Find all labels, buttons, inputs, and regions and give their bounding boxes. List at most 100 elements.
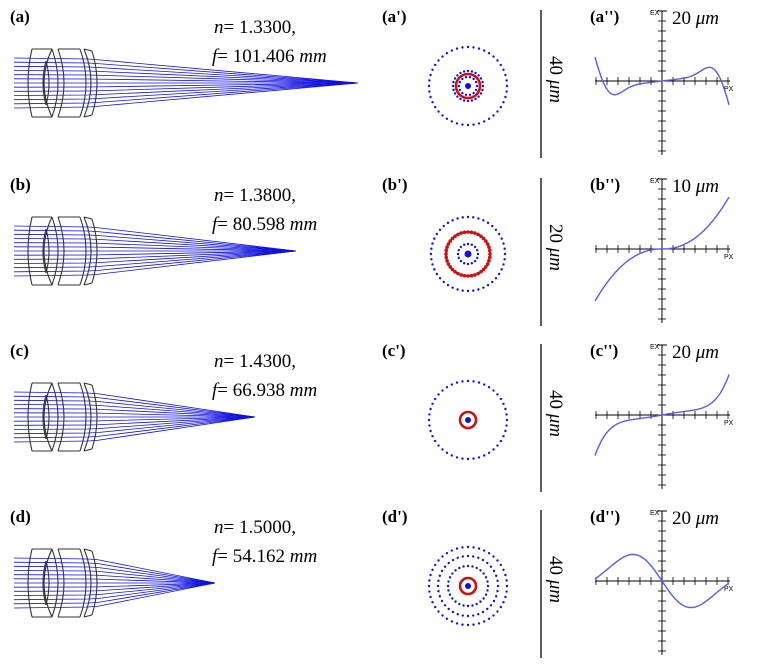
spot-dot	[475, 602, 478, 606]
spot-dot	[502, 601, 505, 604]
ray	[13, 582, 216, 592]
ray-aberration-plot: (a'') EX PX 20 μm	[590, 7, 734, 155]
spot-dot	[457, 256, 460, 260]
spot-dot	[482, 286, 485, 289]
spot-dot	[491, 224, 494, 228]
ray	[13, 57, 359, 84]
spot-dot	[496, 584, 500, 588]
lens-element	[79, 548, 87, 618]
aberration-scale-value: 10	[672, 176, 696, 197]
ray	[13, 250, 297, 260]
aberration-panel-label: (d'')	[590, 507, 620, 526]
spot-dot	[461, 123, 464, 126]
spot-dot	[492, 599, 496, 603]
spot-dot	[500, 237, 503, 240]
spot-dot	[468, 76, 472, 79]
spot-dot	[477, 622, 481, 625]
red-spot-ring	[458, 410, 478, 430]
scale-unit: μm	[545, 579, 566, 603]
spot-panel-label: (c')	[382, 341, 406, 360]
ray	[13, 570, 216, 584]
spot-dot	[505, 584, 509, 588]
ray	[13, 78, 359, 84]
spot-dot	[462, 243, 466, 246]
spot-dot	[466, 564, 470, 568]
ray-bundle	[13, 225, 297, 277]
ray	[13, 391, 256, 418]
lens-element	[79, 216, 87, 286]
spot-dot	[473, 245, 477, 249]
spot-dot	[466, 215, 470, 219]
spot-dot	[433, 105, 437, 109]
spot-dot	[462, 565, 465, 568]
lens-element	[83, 48, 92, 118]
ray	[13, 404, 256, 418]
spot-dot	[491, 280, 494, 284]
lens-system	[13, 216, 297, 286]
lens-element	[43, 216, 53, 286]
x-axis-label: PX	[724, 86, 734, 93]
spot-dot	[505, 84, 509, 88]
lens-element	[51, 48, 59, 118]
ray	[13, 70, 359, 84]
focal-length-text: f= 80.598 mm	[212, 214, 317, 235]
aberration-scale-unit: μm	[695, 176, 719, 197]
spot-dot	[433, 237, 436, 240]
spot-dot	[461, 289, 464, 292]
f-unit: mm	[299, 46, 326, 67]
spot-dot	[442, 280, 445, 284]
spot-diagram	[427, 545, 509, 627]
spot-panel-label: (b')	[382, 175, 408, 194]
lens-element	[27, 216, 33, 286]
spot-dot	[472, 77, 475, 81]
spot-dot	[476, 248, 479, 252]
spot-dot	[428, 90, 431, 93]
spot-dot	[433, 605, 437, 609]
spot-dot	[447, 589, 450, 592]
ray-bundle	[13, 557, 216, 609]
ray	[13, 250, 297, 264]
spot-dot	[447, 561, 450, 565]
spot-dot	[505, 590, 508, 593]
spot-dot	[492, 389, 495, 392]
spot-dot	[443, 604, 447, 607]
f-unit: mm	[290, 214, 317, 235]
spot-dot	[454, 569, 457, 572]
ray	[13, 557, 216, 584]
spot-dot	[458, 602, 461, 606]
spot-dot	[479, 569, 482, 572]
f-symbol: f	[212, 46, 220, 67]
lens-element	[83, 548, 93, 552]
spot-dot	[492, 448, 495, 451]
spot-dot	[451, 597, 454, 600]
spot-dot	[427, 418, 431, 422]
spot-dot	[477, 547, 481, 550]
lens-element	[83, 48, 93, 52]
panel-label: (d)	[10, 507, 31, 526]
aberration-scale-label: 20 μm	[672, 342, 719, 363]
spot-dot	[499, 563, 503, 567]
ray	[13, 416, 256, 426]
spot-dot	[505, 90, 508, 93]
spot-dot	[450, 549, 453, 552]
red-spot-ring	[458, 576, 478, 596]
lens-element	[45, 560, 50, 606]
spot-dot	[496, 444, 499, 447]
lens-element	[79, 48, 87, 118]
spot-dot	[483, 454, 486, 457]
scale-unit: μm	[545, 413, 566, 437]
spot-dot	[470, 243, 474, 246]
spot-dot	[430, 258, 433, 261]
spot-dot	[477, 456, 481, 459]
spot-dot	[477, 288, 480, 291]
spot-dot	[504, 95, 507, 99]
n-symbol: n	[214, 517, 224, 538]
spot-dot	[433, 63, 437, 67]
aberration-scale-value: 20	[672, 342, 696, 363]
spot-dot	[502, 435, 505, 438]
scale-value: 40	[545, 556, 566, 580]
spot-dot	[437, 610, 440, 613]
spot-dot	[496, 579, 499, 582]
f-value: = 80.598	[217, 214, 289, 235]
spot-dot	[458, 566, 461, 570]
